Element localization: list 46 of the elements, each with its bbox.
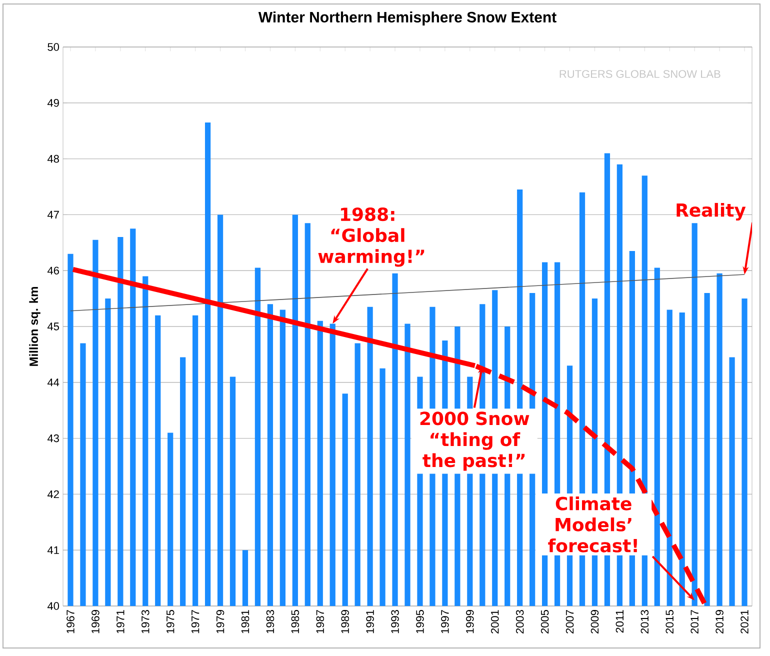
y-tick-label: 45 bbox=[47, 322, 59, 330]
x-tick-label: 1987 bbox=[316, 610, 324, 634]
x-tick-label: 1967 bbox=[66, 610, 74, 634]
x-tick-label: 1997 bbox=[441, 610, 449, 634]
x-tick-label: 1983 bbox=[266, 610, 274, 634]
x-tick-label: 1985 bbox=[291, 610, 300, 634]
annotation: 2000 Snow “thing of the past!” bbox=[420, 412, 530, 471]
y-tick-label: 44 bbox=[47, 378, 60, 386]
annotation: RUTGERS GLOBAL SNOW LAB bbox=[560, 70, 720, 78]
annotation: Reality bbox=[676, 202, 746, 221]
x-tick-label: 1971 bbox=[116, 610, 124, 634]
y-axis-title: Million sq. km bbox=[29, 287, 40, 366]
annotation: 1988: “Global warming!” bbox=[318, 207, 424, 267]
chart-title: Winter Northern Hemisphere Snow Extent bbox=[258, 11, 556, 26]
x-tick-label: 2017 bbox=[690, 610, 698, 634]
x-tick-label: 1999 bbox=[466, 610, 474, 634]
x-tick-label: 1995 bbox=[416, 610, 424, 634]
y-tick-label: 43 bbox=[47, 434, 59, 442]
y-tick-label: 42 bbox=[47, 490, 59, 498]
x-tick-label: 1991 bbox=[366, 610, 374, 634]
y-tick-label: 50 bbox=[48, 43, 60, 51]
x-tick-label: 2015 bbox=[666, 610, 674, 634]
x-tick-label: 2019 bbox=[716, 610, 724, 634]
y-tick-label: 41 bbox=[47, 546, 59, 554]
x-tick-label: 2009 bbox=[590, 610, 599, 634]
y-tick-label: 49 bbox=[47, 99, 59, 107]
y-tick-label: 48 bbox=[47, 154, 59, 163]
x-tick-label: 2001 bbox=[490, 610, 499, 634]
x-tick-label: 1993 bbox=[391, 610, 399, 634]
y-tick-label: 40 bbox=[47, 602, 60, 610]
y-tick-label: 47 bbox=[47, 210, 59, 218]
x-tick-label: 2007 bbox=[566, 610, 574, 634]
annotation: Climate Models’ forecast! bbox=[548, 496, 637, 552]
x-tick-label: 2021 bbox=[740, 610, 748, 634]
x-tick-label: 1989 bbox=[341, 610, 349, 634]
x-tick-label: 2005 bbox=[540, 610, 549, 634]
x-tick-label: 2011 bbox=[616, 610, 624, 633]
x-tick-label: 1979 bbox=[216, 610, 224, 634]
x-tick-label: 1969 bbox=[92, 610, 100, 634]
x-tick-label: 1973 bbox=[142, 610, 150, 634]
x-tick-label: 1977 bbox=[191, 610, 200, 634]
x-tick-label: 2013 bbox=[640, 610, 649, 634]
x-tick-label: 1981 bbox=[241, 610, 250, 634]
x-tick-label: 2003 bbox=[516, 610, 524, 634]
y-tick-label: 46 bbox=[47, 266, 59, 274]
x-tick-label: 1975 bbox=[166, 610, 174, 634]
